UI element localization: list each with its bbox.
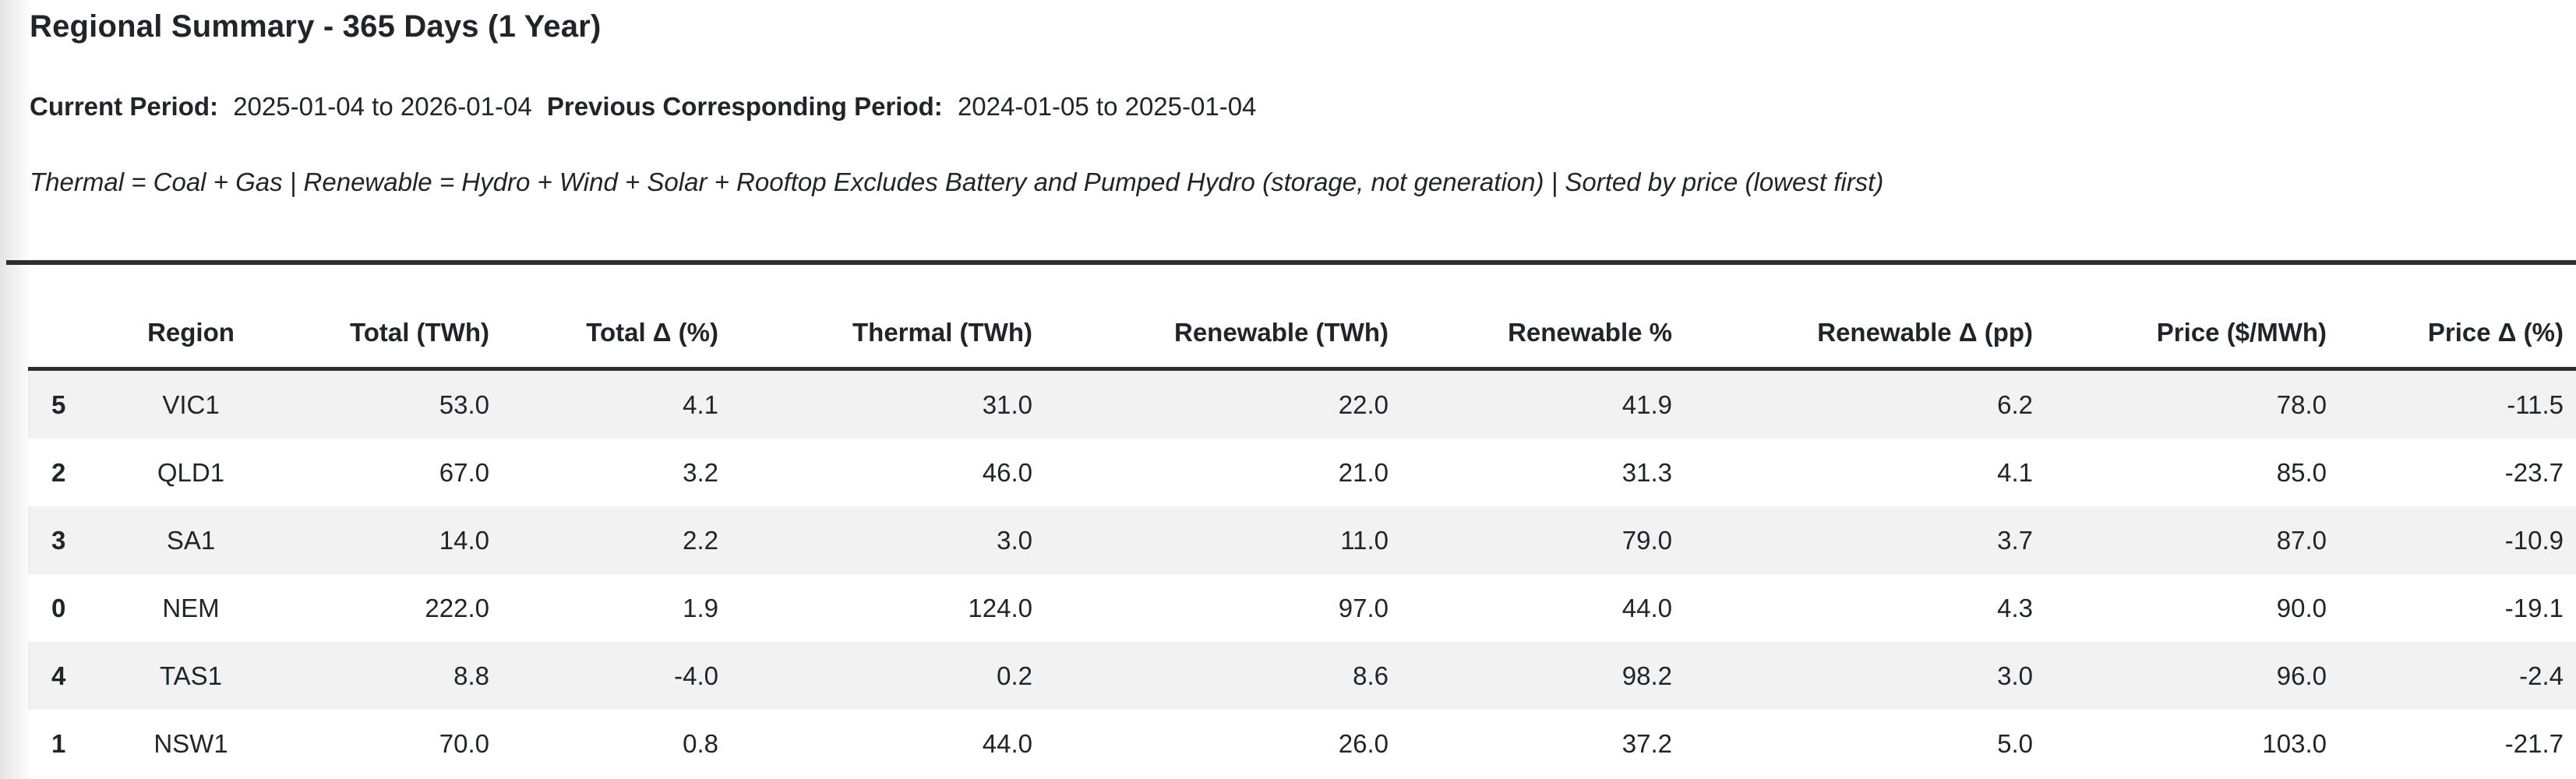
cell-renewable-delta: 6.2 xyxy=(1997,390,2033,419)
header-block: Regional Summary - 365 Days (1 Year) Cur… xyxy=(0,0,2576,198)
column-header-price-delta: Price Δ (%) xyxy=(2327,265,2576,371)
cell-renewable-delta: 4.1 xyxy=(1997,458,2033,487)
cell-renewable-pct: 31.3 xyxy=(1621,458,1672,487)
cell-total-delta: 0.8 xyxy=(683,729,718,758)
cell-total-twh: 8.8 xyxy=(453,661,489,690)
cell-renewable-twh: 26.0 xyxy=(1338,729,1389,758)
cell-thermal-twh: 46.0 xyxy=(982,458,1032,487)
cell-price-delta: -2.4 xyxy=(2519,661,2564,690)
cell-price: 96.0 xyxy=(2276,661,2327,690)
cell-total-delta: 4.1 xyxy=(683,390,718,419)
cell-renewable-pct: 79.0 xyxy=(1621,526,1672,555)
cell-total-twh: 70.0 xyxy=(439,729,489,758)
cell-renewable-pct: 37.2 xyxy=(1621,729,1672,758)
row-index: 4 xyxy=(51,661,66,690)
cell-region: NSW1 xyxy=(154,729,228,758)
cell-renewable-twh: 21.0 xyxy=(1338,458,1389,487)
cell-renewable-twh: 11.0 xyxy=(1340,526,1389,555)
row-index: 3 xyxy=(51,526,66,555)
table-row: 3 SA1 14.0 2.2 3.0 11.0 79.0 3.7 87.0 -1… xyxy=(28,506,2576,574)
cell-region: NEM xyxy=(162,594,220,622)
cell-price: 103.0 xyxy=(2262,729,2327,758)
cell-price-delta: -10.9 xyxy=(2504,526,2564,555)
cell-total-delta: 1.9 xyxy=(683,594,718,622)
period-meta: Current Period: 2025-01-04 to 2026-01-04… xyxy=(30,90,2576,122)
cell-region: VIC1 xyxy=(162,390,220,419)
cell-renewable-delta: 4.3 xyxy=(1997,594,2033,622)
column-header-index xyxy=(28,265,86,371)
cell-thermal-twh: 124.0 xyxy=(968,594,1032,622)
page-title: Regional Summary - 365 Days (1 Year) xyxy=(30,9,602,44)
table-row: 5 VIC1 53.0 4.1 31.0 22.0 41.9 6.2 78.0 … xyxy=(28,368,2576,439)
current-period-value: 2025-01-04 to 2026-01-04 xyxy=(233,92,532,121)
cell-renewable-delta: 3.0 xyxy=(1997,661,2033,690)
row-index: 0 xyxy=(51,594,66,622)
table-row: 4 TAS1 8.8 -4.0 0.2 8.6 98.2 3.0 96.0 -2… xyxy=(28,642,2576,710)
cell-thermal-twh: 0.2 xyxy=(997,661,1032,690)
column-header-total-twh: Total (TWh) xyxy=(296,265,489,371)
cell-price-delta: -21.7 xyxy=(2504,729,2564,758)
table-row: 0 NEM 222.0 1.9 124.0 97.0 44.0 4.3 90.0… xyxy=(28,574,2576,642)
cell-renewable-pct: 44.0 xyxy=(1621,594,1672,622)
cell-renewable-twh: 8.6 xyxy=(1353,661,1389,690)
table-body: 5 VIC1 53.0 4.1 31.0 22.0 41.9 6.2 78.0 … xyxy=(28,368,2576,778)
table-top-rule xyxy=(6,260,2576,265)
cell-renewable-delta: 5.0 xyxy=(1997,729,2033,758)
cell-price: 90.0 xyxy=(2276,594,2327,622)
header-row: Region Total (TWh) Total Δ (%) Thermal (… xyxy=(28,265,2576,371)
row-index: 5 xyxy=(51,390,66,419)
cell-price: 78.0 xyxy=(2276,390,2327,419)
table-row: 1 NSW1 70.0 0.8 44.0 26.0 37.2 5.0 103.0… xyxy=(28,710,2576,777)
cell-total-delta: -4.0 xyxy=(674,661,718,690)
column-header-total-delta: Total Δ (%) xyxy=(489,265,718,371)
cell-price: 87.0 xyxy=(2276,526,2327,555)
cell-renewable-twh: 97.0 xyxy=(1338,594,1389,622)
cell-total-twh: 222.0 xyxy=(425,594,489,622)
cell-renewable-twh: 22.0 xyxy=(1338,390,1389,419)
column-header-renewable-delta: Renewable Δ (pp) xyxy=(1672,265,2033,371)
cell-total-twh: 67.0 xyxy=(439,458,489,487)
row-index: 1 xyxy=(51,729,66,758)
regional-summary-table: Region Total (TWh) Total Δ (%) Thermal (… xyxy=(28,265,2576,777)
cell-thermal-twh: 3.0 xyxy=(997,526,1032,555)
column-header-renewable-twh: Renewable (TWh) xyxy=(1032,265,1389,371)
cell-region: TAS1 xyxy=(159,661,223,690)
cell-thermal-twh: 31.0 xyxy=(982,390,1032,419)
cell-total-delta: 2.2 xyxy=(683,526,718,555)
cell-renewable-delta: 3.7 xyxy=(1997,526,2033,555)
table-header: Region Total (TWh) Total Δ (%) Thermal (… xyxy=(28,265,2576,371)
cell-price: 85.0 xyxy=(2276,458,2327,487)
cell-price-delta: -11.5 xyxy=(2507,390,2564,419)
table-row: 2 QLD1 67.0 3.2 46.0 21.0 31.3 4.1 85.0 … xyxy=(28,439,2576,506)
cell-price-delta: -23.7 xyxy=(2504,458,2564,487)
cell-thermal-twh: 44.0 xyxy=(982,729,1032,758)
previous-period-value: 2024-01-05 to 2025-01-04 xyxy=(957,92,1257,121)
cell-region: SA1 xyxy=(166,526,216,555)
definitions-note: Thermal = Coal + Gas | Renewable = Hydro… xyxy=(30,167,1884,196)
column-header-renewable-pct: Renewable % xyxy=(1389,265,1672,371)
cell-renewable-pct: 98.2 xyxy=(1621,661,1672,690)
cell-total-twh: 14.0 xyxy=(439,526,489,555)
cell-total-delta: 3.2 xyxy=(683,458,718,487)
previous-period-label: Previous Corresponding Period: xyxy=(546,92,943,121)
cell-renewable-pct: 41.9 xyxy=(1621,390,1672,419)
column-header-price: Price ($/MWh) xyxy=(2033,265,2327,371)
cell-region: QLD1 xyxy=(157,458,225,487)
column-header-region: Region xyxy=(86,265,296,371)
current-period-label: Current Period: xyxy=(30,92,219,121)
cell-price-delta: -19.1 xyxy=(2504,594,2564,622)
row-index: 2 xyxy=(51,458,66,487)
cell-total-twh: 53.0 xyxy=(439,390,489,419)
column-header-thermal-twh: Thermal (TWh) xyxy=(718,265,1032,371)
